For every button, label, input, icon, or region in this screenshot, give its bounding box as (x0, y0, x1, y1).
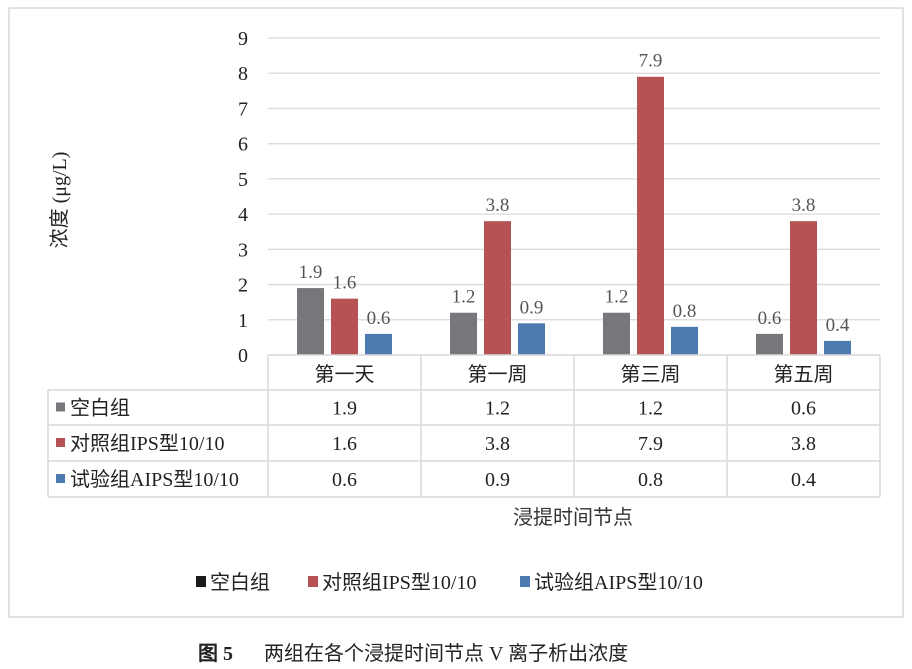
series-name: 对照组IPS型10/10 (70, 432, 224, 455)
legend-label: 空白组 (210, 571, 270, 594)
y-tick-label: 0 (238, 345, 248, 367)
table-cell: 1.6 (332, 433, 357, 455)
bar (365, 333, 392, 355)
table-cell: 1.9 (332, 398, 357, 420)
legend-label: 试验组AIPS型10/10 (534, 571, 703, 594)
figure-caption-label: 图 5 (198, 642, 233, 665)
data-label: 1.2 (452, 287, 476, 308)
data-label: 3.8 (792, 195, 816, 216)
legend-label: 对照组IPS型10/10 (322, 571, 476, 594)
legend: 空白组 对照组IPS型10/10 试验组AIPS型10/10 (196, 571, 703, 594)
y-tick-label: 5 (238, 169, 248, 191)
data-label: 0.6 (367, 308, 391, 329)
y-tick-label: 7 (238, 98, 248, 120)
bar (824, 340, 851, 355)
data-label: 1.2 (605, 287, 629, 308)
bar (790, 221, 817, 355)
series-swatch (56, 438, 65, 447)
table-cell: 0.8 (638, 469, 663, 491)
bar (450, 312, 477, 355)
data-label: 3.8 (486, 195, 510, 216)
legend-swatch (308, 576, 318, 587)
y-tick-label: 3 (238, 239, 248, 261)
y-tick-label: 4 (238, 204, 248, 226)
series-swatch (56, 402, 65, 412)
table-cell: 1.2 (638, 398, 663, 420)
y-tick-label: 6 (238, 134, 248, 156)
data-label: 0.9 (520, 297, 544, 318)
y-tick-label: 2 (238, 275, 248, 297)
bar (756, 333, 783, 355)
bar (297, 288, 324, 355)
y-axis-label: 浓度 (μg/L) (48, 152, 71, 249)
legend-swatch (196, 576, 206, 587)
data-label: 1.9 (299, 262, 323, 283)
bar (331, 298, 358, 355)
series-swatch (56, 474, 65, 483)
bar (484, 221, 511, 355)
bar (637, 76, 664, 355)
table-cell: 0.6 (332, 469, 357, 491)
x-axis-label: 浸提时间节点 (513, 506, 633, 529)
bar (671, 326, 698, 355)
data-label: 0.8 (673, 301, 697, 322)
bar (603, 312, 630, 355)
table-cell: 1.2 (485, 398, 510, 420)
category-label: 第三周 (621, 363, 681, 386)
figure-caption: 两组在各个浸提时间节点 V 离子析出浓度 (264, 642, 628, 665)
data-label: 0.4 (826, 315, 850, 336)
category-label: 第一周 (468, 363, 528, 386)
data-label: 1.6 (333, 273, 357, 294)
y-tick-label: 9 (238, 28, 248, 50)
table-cell: 3.8 (485, 433, 510, 455)
table-cell: 7.9 (638, 433, 663, 455)
data-label: 0.6 (758, 308, 782, 329)
table-cell: 0.9 (485, 469, 510, 491)
series-name: 空白组 (70, 397, 130, 420)
chart-frame (8, 7, 904, 618)
category-label: 第一天 (315, 363, 375, 386)
table-cell: 3.8 (791, 433, 816, 455)
y-tick-label: 8 (238, 63, 248, 85)
y-tick-label: 1 (238, 310, 248, 332)
legend-swatch (520, 576, 530, 587)
table-cell: 0.6 (791, 398, 816, 420)
bar (518, 323, 545, 355)
table-cell: 0.4 (791, 469, 816, 491)
series-name: 试验组AIPS型10/10 (70, 468, 239, 491)
data-label: 7.9 (639, 51, 663, 72)
category-label: 第五周 (774, 363, 834, 386)
